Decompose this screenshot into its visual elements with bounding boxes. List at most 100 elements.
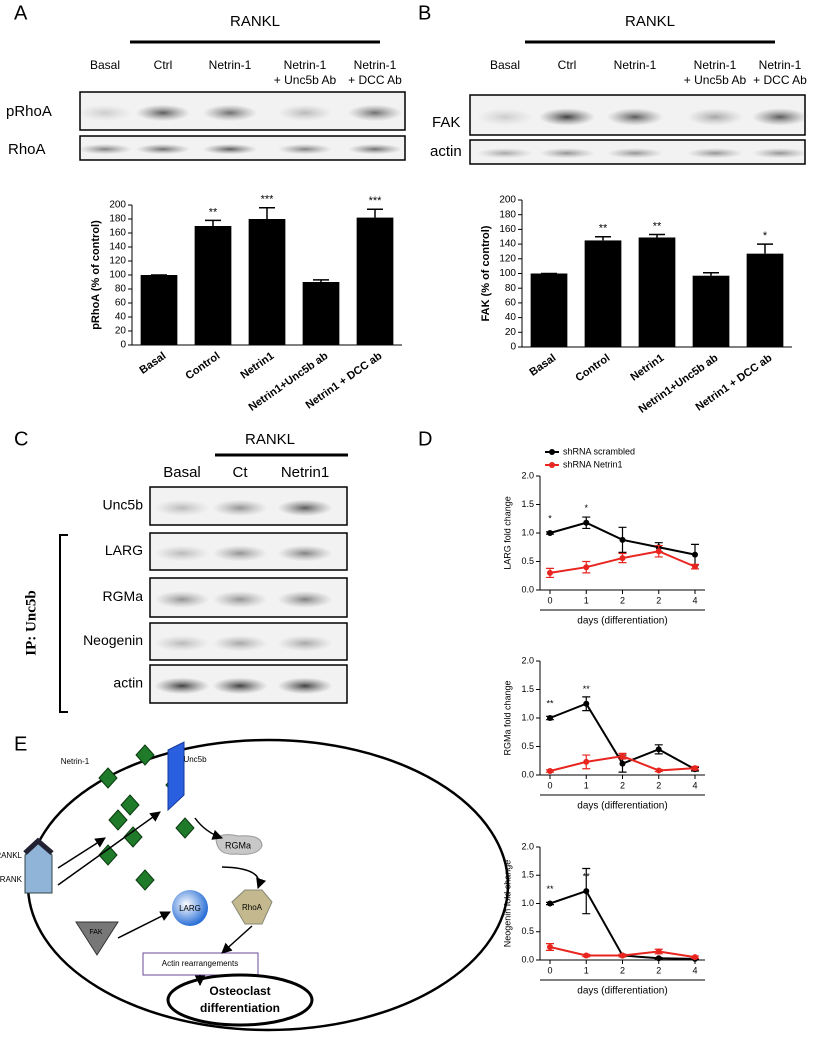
lane-label: Netrin-1 [354, 58, 397, 72]
row-label: actin [113, 675, 143, 691]
y-tick-label: 0.0 [521, 769, 534, 779]
point [619, 555, 626, 562]
x-tick-label: 2 [620, 780, 625, 790]
point [583, 700, 590, 707]
error-bar [367, 208, 383, 218]
band [347, 143, 403, 155]
error-bar [595, 236, 611, 241]
diagram-label: Netrin-1 [61, 757, 90, 766]
band [135, 104, 191, 122]
y-tick-label: 200 [109, 200, 126, 211]
y-tick-label: 2.0 [521, 655, 534, 665]
x-axis-label: days (differentiation) [577, 616, 667, 627]
band [538, 108, 596, 126]
point [655, 548, 662, 555]
x-tick-label: Control [573, 352, 612, 384]
y-tick-label: 100 [109, 270, 126, 281]
y-tick-label: 160 [499, 224, 516, 235]
lane-label: Basal [163, 464, 201, 481]
diagram-label: differentiation [200, 1001, 280, 1015]
band [277, 635, 333, 652]
band [212, 545, 268, 562]
x-axis-label: days (differentiation) [577, 986, 667, 997]
bar [746, 253, 784, 347]
y-tick-label: 2.0 [521, 470, 534, 480]
bar [140, 275, 178, 345]
y-tick-label: 1.5 [521, 684, 534, 694]
lane-label: Netrin-1 [614, 58, 657, 72]
lane-label: Ctrl [154, 58, 173, 72]
point [583, 888, 590, 895]
band [277, 104, 333, 122]
diagram-label: RANK [0, 875, 23, 884]
diagram-label: Actin rearrangements [162, 959, 238, 968]
bar [584, 240, 622, 347]
diagram-label: LARG [179, 904, 201, 913]
error-bar [757, 243, 773, 254]
y-tick-label: 60 [115, 298, 127, 309]
bar [248, 219, 286, 345]
band [347, 104, 403, 122]
y-tick-label: 60 [505, 298, 517, 309]
series-line [549, 889, 696, 960]
x-tick-label: Netrin1 [238, 350, 276, 382]
band [606, 108, 664, 126]
lane-label: Netrin-1 [759, 58, 802, 72]
error-bar [313, 279, 329, 282]
significance: *** [369, 195, 383, 207]
y-tick-label: 80 [115, 284, 127, 295]
band [212, 499, 268, 517]
x-tick-label: 2 [620, 965, 625, 975]
y-tick-label: 0.5 [521, 926, 534, 936]
lane-label: + DCC Ab [348, 73, 402, 87]
band [154, 677, 210, 695]
y-tick-label: 140 [499, 239, 516, 250]
y-tick-label: 0 [510, 342, 516, 353]
y-axis-label: LARG fold change [502, 496, 512, 570]
point [583, 758, 590, 765]
lane-label: Basal [90, 58, 120, 72]
diagram-label: Unc5b [183, 755, 207, 764]
y-tick-label: 1.5 [521, 499, 534, 509]
label: RANKL [245, 431, 295, 448]
point [692, 551, 698, 558]
point [547, 768, 553, 775]
bar [530, 273, 568, 347]
band [476, 147, 534, 159]
band [202, 104, 258, 122]
point [547, 715, 553, 721]
point [692, 563, 698, 570]
y-tick-label: 40 [505, 312, 517, 323]
x-tick-label: 2 [656, 780, 661, 790]
y-tick-label: 140 [109, 242, 126, 253]
band [277, 545, 333, 562]
significance: ** [546, 884, 554, 894]
lane-label: Ctrl [558, 58, 577, 72]
point [692, 765, 698, 772]
band [538, 147, 596, 159]
row-label: RhoA [8, 141, 46, 158]
point [619, 952, 626, 959]
y-tick-label: 0 [120, 340, 126, 351]
point [547, 944, 553, 951]
band [212, 677, 268, 695]
x-tick-label: 4 [692, 780, 697, 790]
label: B [418, 2, 431, 24]
y-tick-label: 80 [505, 283, 517, 294]
x-tick-label: 2 [620, 595, 625, 605]
x-tick-label: Netrin1 [628, 352, 666, 384]
row-label: RGMa [103, 588, 144, 604]
band [154, 545, 210, 562]
point [547, 900, 553, 907]
point [655, 746, 662, 753]
band [77, 143, 133, 155]
label: C [14, 428, 28, 450]
lane-label: Netrin-1 [284, 58, 327, 72]
band [476, 108, 534, 126]
diagram-shapes [23, 738, 510, 1032]
legend-label: shRNA scrambled [563, 446, 635, 456]
y-axis-label: RGMa fold change [502, 680, 512, 755]
point [619, 536, 626, 543]
band [212, 590, 268, 609]
